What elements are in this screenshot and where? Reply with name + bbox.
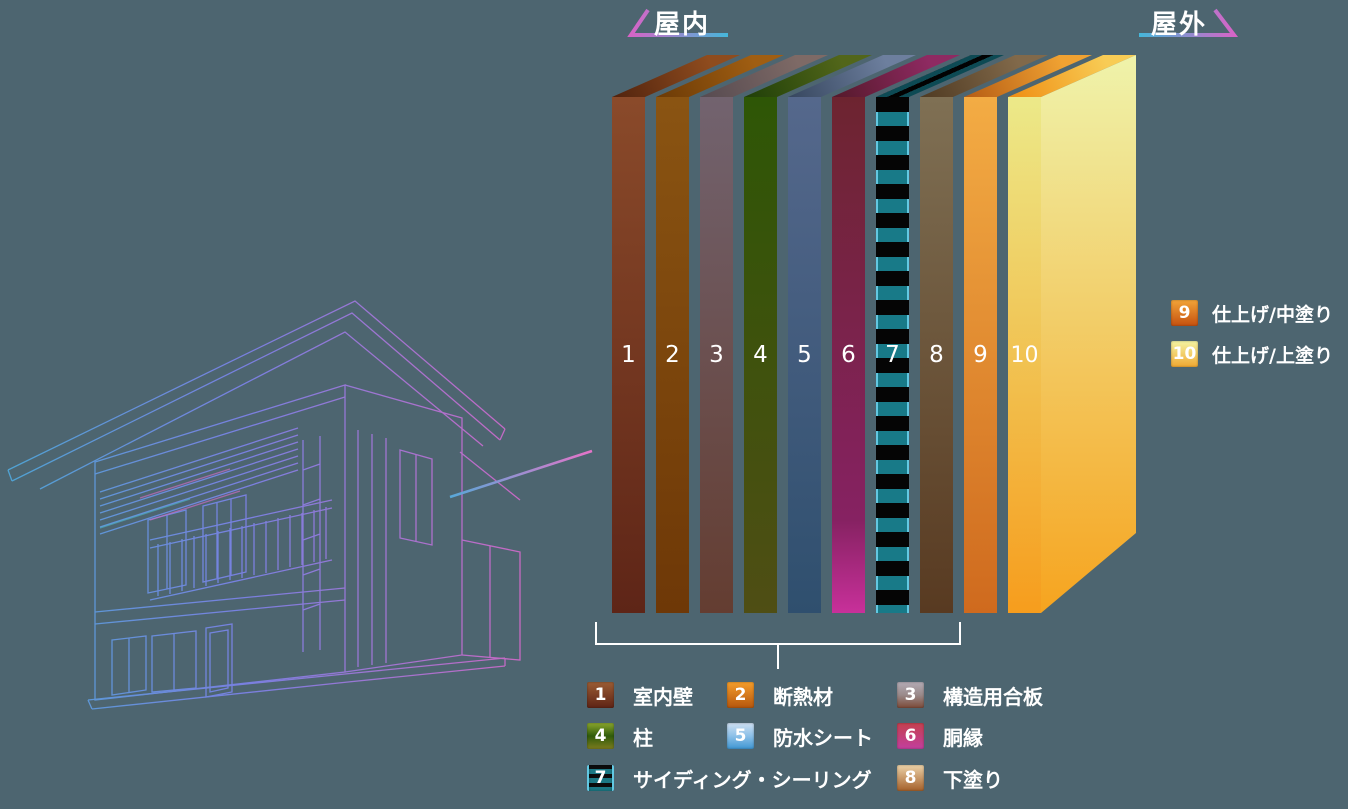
- layer-front-face: [920, 97, 953, 613]
- layer-top-face: [920, 55, 1048, 97]
- layer-front-face: [656, 97, 689, 613]
- right-volume: [344, 384, 463, 673]
- legend-item-9: 9 仕上げ/中塗り: [1171, 300, 1333, 326]
- roof-eave-extension: [459, 451, 521, 501]
- legend-label-3: 構造用合板: [943, 684, 1043, 709]
- legend-swatch-1: 1: [587, 682, 614, 708]
- wall-layer-number: 9: [973, 342, 988, 368]
- legend-item-7: 7 サイディング・シーリング: [587, 765, 872, 792]
- legend-label-9: 仕上げ/中塗り: [1212, 303, 1333, 326]
- layer-front-face: [964, 97, 997, 613]
- wall-layer-number: 10: [1011, 343, 1039, 368]
- leader-line: [449, 449, 593, 499]
- legend-item-5: 5 防水シート: [727, 723, 873, 750]
- layer-top-face: [1008, 55, 1136, 97]
- roof-soffit: [39, 331, 484, 490]
- wall-layer-number: 6: [841, 342, 856, 368]
- legend-swatch-5: 5: [727, 723, 754, 749]
- floor-slab-lines: [94, 587, 346, 625]
- layer-top-face: [744, 55, 872, 97]
- layer-top-face: [656, 55, 784, 97]
- legend-label-4: 柱: [633, 725, 653, 750]
- layer-top-face: [788, 55, 916, 97]
- direction-arrows: [627, 8, 1239, 37]
- wall-layer-number: 3: [709, 342, 724, 368]
- entry-door: [205, 623, 233, 698]
- facade-outline: [94, 384, 346, 701]
- layer-front-face: [832, 97, 865, 613]
- layer-top-face: [612, 55, 740, 97]
- balcony-bars: [157, 507, 327, 596]
- outdoor-label: 屋外: [1151, 10, 1208, 40]
- upper-window-1: [147, 509, 187, 594]
- pillar: [302, 436, 321, 652]
- plinth: [87, 657, 506, 710]
- legend-label-5: 防水シート: [773, 725, 873, 750]
- far-right-box: [461, 539, 521, 661]
- layer-front-face: [612, 97, 645, 613]
- outdoor-arrow: [1139, 8, 1239, 37]
- wall-layer-number: 5: [797, 342, 812, 368]
- siding-lines: [99, 427, 299, 535]
- legend-item-1: 1 室内壁: [587, 682, 693, 709]
- layers-bracket: [595, 622, 961, 669]
- legend-swatch-3: 3: [897, 682, 924, 708]
- layer-edge-left: [876, 97, 878, 613]
- house-wireframe: [7, 300, 521, 710]
- wall-layer-number: 2: [665, 342, 680, 368]
- wall-layer-number: 4: [753, 342, 768, 368]
- legend-item-10: 10 仕上げ/上塗り: [1171, 341, 1333, 367]
- right-pillars: [357, 430, 387, 667]
- siding-accent-cyan: [99, 498, 191, 529]
- wall-layer-number: 7: [885, 342, 900, 368]
- facade-fascia-line: [94, 396, 346, 475]
- balcony-rails: [149, 499, 333, 601]
- legend-item-6: 6 胴縁: [897, 723, 983, 750]
- layer-front-face: [700, 97, 733, 613]
- wall-layers-3d: 1 2 3 4 5 6 7 8 9 10: [612, 55, 1136, 613]
- legend-swatch-6: 6: [897, 723, 924, 749]
- siding-accent-pink: [139, 468, 241, 521]
- layer-front-face: [744, 97, 777, 613]
- legend-item-2: 2 断熱材: [727, 682, 833, 709]
- legend-swatch-7: 7: [587, 765, 614, 791]
- layer-top-face: [964, 55, 1092, 97]
- roof-edge-caps: [7, 428, 506, 482]
- layer-edge-right: [907, 97, 909, 613]
- legend-label-8: 下塗り: [943, 767, 1003, 792]
- layer-front-face: [1008, 97, 1041, 613]
- layer-top-face: [832, 55, 960, 97]
- layer-front-face: [788, 97, 821, 613]
- legend-swatch-4: 4: [587, 723, 614, 749]
- legend-swatch-10: 10: [1171, 341, 1198, 367]
- upper-window-2: [202, 494, 247, 583]
- wall-layer-number: 8: [929, 342, 944, 368]
- legend-label-1: 室内壁: [633, 684, 693, 709]
- lower-window-1: [111, 635, 147, 696]
- indoor-arrow: [627, 8, 728, 37]
- layer-front-face: [876, 97, 909, 613]
- legend-label-2: 断熱材: [773, 684, 833, 709]
- roof-fascia: [11, 312, 501, 482]
- wall-layer-number: 1: [621, 342, 636, 368]
- legend-label-10: 仕上げ/上塗り: [1212, 344, 1333, 367]
- lower-window-2: [151, 630, 197, 693]
- legend-label-6: 胴縁: [943, 725, 983, 750]
- layer-top-face: [876, 55, 1004, 97]
- roof-outline: [7, 300, 506, 471]
- legend-swatch-8: 8: [897, 765, 924, 791]
- legend-item-3: 3 構造用合板: [897, 682, 1043, 709]
- legend-swatch-9: 9: [1171, 300, 1198, 326]
- legend-item-8: 8 下塗り: [897, 765, 1003, 792]
- indoor-label: 屋内: [654, 10, 711, 40]
- legend-item-4: 4 柱: [587, 723, 653, 750]
- legend-swatch-2: 2: [727, 682, 754, 708]
- layer-top-face: [700, 55, 828, 97]
- right-window: [399, 449, 433, 546]
- layer-side-face: [1041, 55, 1136, 613]
- legend-label-7: サイディング・シーリング: [633, 767, 872, 792]
